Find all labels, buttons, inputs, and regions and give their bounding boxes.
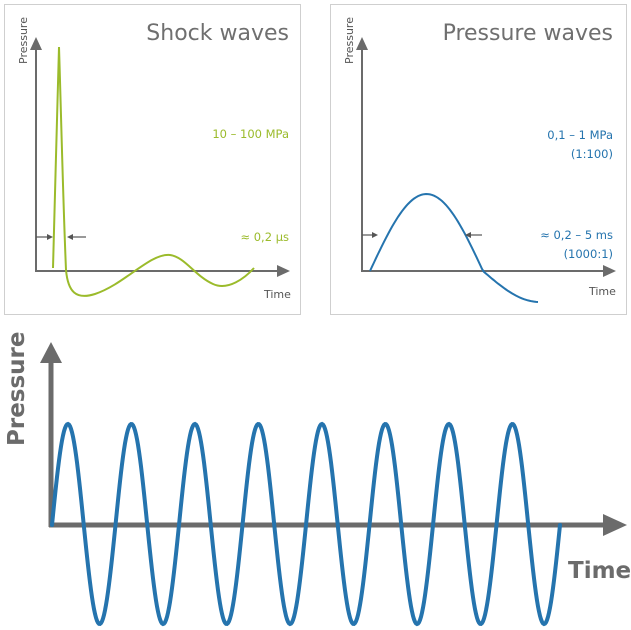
shock-panel-frame (4, 4, 301, 315)
shock-wave-curve (52, 46, 255, 297)
shock-y-axis-arrow (30, 37, 42, 50)
shock-x-axis-label: Time (263, 288, 291, 301)
wave-train-y-axis-label: Pressure (4, 332, 30, 447)
pressure-amplitude-ratio: (1:100) (571, 147, 613, 161)
wave-train-diagram: Pressure Time (4, 332, 631, 627)
wave-train-x-axis-arrow (603, 514, 627, 536)
pressure-duration-marker (362, 232, 482, 238)
wave-train-x-axis-label: Time (568, 558, 631, 584)
shock-y-axis-label: Pressure (17, 17, 30, 64)
pressure-x-axis-label: Time (588, 285, 616, 298)
shock-panel-title: Shock waves (146, 21, 289, 46)
pressure-waves-panel: Pressure waves Pressure Time 0,1 – 1 MPa… (330, 4, 627, 315)
pressure-y-axis-label: Pressure (343, 17, 356, 64)
pressure-panel-title: Pressure waves (443, 21, 613, 46)
pressure-amplitude-label: 0,1 – 1 MPa (547, 128, 613, 142)
pressure-duration-label: ≈ 0,2 – 5 ms (540, 228, 613, 242)
wave-train-curve (50, 421, 562, 627)
shock-duration-label: ≈ 0,2 µs (240, 230, 289, 244)
shock-x-axis-arrow (277, 265, 290, 277)
pressure-y-axis-arrow (356, 37, 368, 50)
shock-amplitude-label: 10 – 100 MPa (212, 127, 289, 141)
wave-train-y-axis-arrow (40, 342, 62, 363)
pressure-wave-curve (369, 192, 539, 303)
shock-waves-panel: Shock waves Pressure Time 10 – 100 MPa ≈… (4, 4, 301, 315)
shock-duration-marker (36, 234, 86, 240)
pressure-duration-ratio: (1000:1) (564, 247, 613, 261)
pressure-x-axis-arrow (603, 265, 616, 277)
